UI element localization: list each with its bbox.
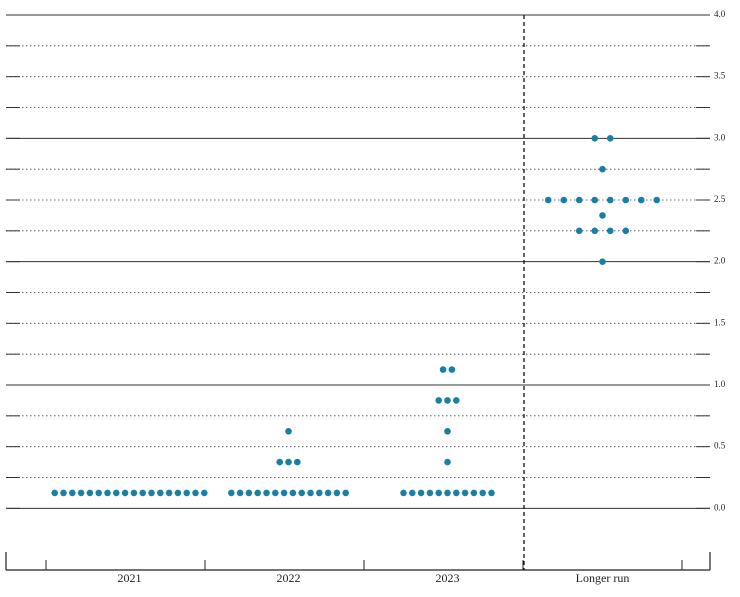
y-tick-label: 3.0 — [714, 132, 726, 142]
dot — [174, 489, 182, 497]
dot — [637, 196, 645, 204]
y-tick-label: 2.0 — [714, 256, 726, 266]
y-tick-label: 3.5 — [714, 71, 726, 81]
dot — [236, 489, 244, 497]
y-tick-label: 0.0 — [714, 502, 726, 512]
dot — [285, 458, 292, 466]
dot — [606, 227, 614, 235]
dot — [51, 489, 58, 497]
dot — [298, 489, 306, 497]
dot — [575, 196, 583, 204]
dot — [294, 458, 301, 466]
dot — [69, 489, 76, 497]
dot — [575, 227, 583, 235]
dot — [435, 397, 443, 404]
dot — [622, 196, 630, 204]
x-tick-label: 2022 — [277, 571, 301, 585]
y-tick-label: 4.0 — [714, 9, 726, 19]
dot — [544, 196, 552, 204]
dot — [183, 489, 190, 497]
dot — [622, 227, 630, 235]
dot — [228, 489, 235, 497]
dot — [560, 196, 568, 204]
dot — [139, 489, 146, 497]
y-tick-label: 1.0 — [714, 379, 726, 389]
dot — [439, 366, 447, 373]
y-tick-label: 2.5 — [714, 194, 726, 204]
dot — [448, 366, 456, 373]
dot — [444, 397, 451, 404]
dot — [606, 196, 614, 204]
dot — [276, 458, 284, 466]
dot — [60, 489, 67, 497]
dot — [409, 489, 416, 497]
dot — [113, 489, 120, 497]
dot — [444, 427, 451, 435]
dot — [470, 489, 478, 497]
dot — [599, 258, 606, 265]
dot — [165, 489, 173, 497]
dot — [488, 489, 495, 497]
dot — [599, 212, 606, 219]
dot — [453, 397, 460, 404]
dot — [307, 489, 314, 497]
dot — [653, 196, 661, 204]
dot — [86, 489, 94, 497]
dot — [417, 489, 425, 497]
dot — [479, 489, 487, 497]
dot — [148, 489, 155, 497]
dot — [285, 427, 292, 435]
dot — [157, 489, 164, 497]
x-tick-label: 2021 — [118, 571, 142, 585]
dot — [444, 489, 451, 497]
dot — [342, 489, 350, 497]
dot — [289, 489, 297, 497]
dot — [333, 489, 341, 497]
dot — [254, 489, 261, 497]
dot — [453, 489, 460, 497]
dot — [104, 489, 111, 497]
dot — [280, 489, 288, 497]
dot — [121, 489, 129, 497]
dot — [400, 489, 407, 497]
x-tick-label: 2023 — [436, 571, 460, 585]
dot — [95, 489, 102, 497]
dot — [272, 489, 279, 497]
y-tick-label: 0.5 — [714, 441, 726, 451]
dot — [591, 227, 599, 235]
dot — [426, 489, 434, 497]
y-tick-label: 1.5 — [714, 317, 726, 327]
dot — [201, 489, 208, 497]
dot — [444, 458, 451, 466]
dot — [263, 489, 270, 497]
dot — [606, 135, 614, 142]
dot — [435, 489, 443, 497]
dot — [316, 489, 323, 497]
dot — [591, 196, 599, 204]
dot — [130, 489, 138, 497]
dot — [192, 489, 199, 497]
dot — [591, 135, 599, 142]
dot — [599, 165, 606, 173]
x-tick-label: Longer run — [576, 571, 630, 585]
dot — [77, 489, 85, 497]
dot — [461, 489, 469, 497]
dot — [324, 489, 332, 497]
dot — [245, 489, 253, 497]
